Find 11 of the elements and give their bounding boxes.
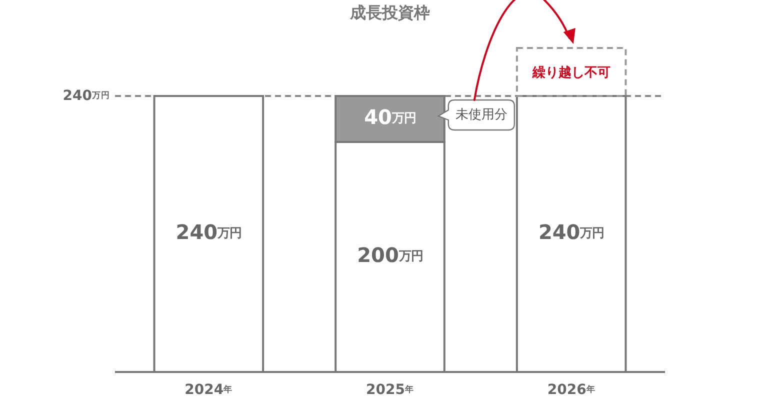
x-tick-label: 2025年 <box>366 382 414 398</box>
ref-line-label: 240万円 <box>62 88 110 104</box>
data-label: 240万円 <box>538 220 604 244</box>
chart-title: 成長投資枠 <box>349 3 430 22</box>
text: 繰り越し不可 <box>531 66 610 81</box>
data-label: 240万円 <box>176 220 242 244</box>
x-tick-label: 2024年 <box>184 382 233 398</box>
x-tick-label: 2026年 <box>547 382 596 398</box>
data-label: 40万円 <box>364 105 416 130</box>
data-label: 200万円 <box>357 243 423 268</box>
annotation: 未使用分 <box>455 108 508 123</box>
